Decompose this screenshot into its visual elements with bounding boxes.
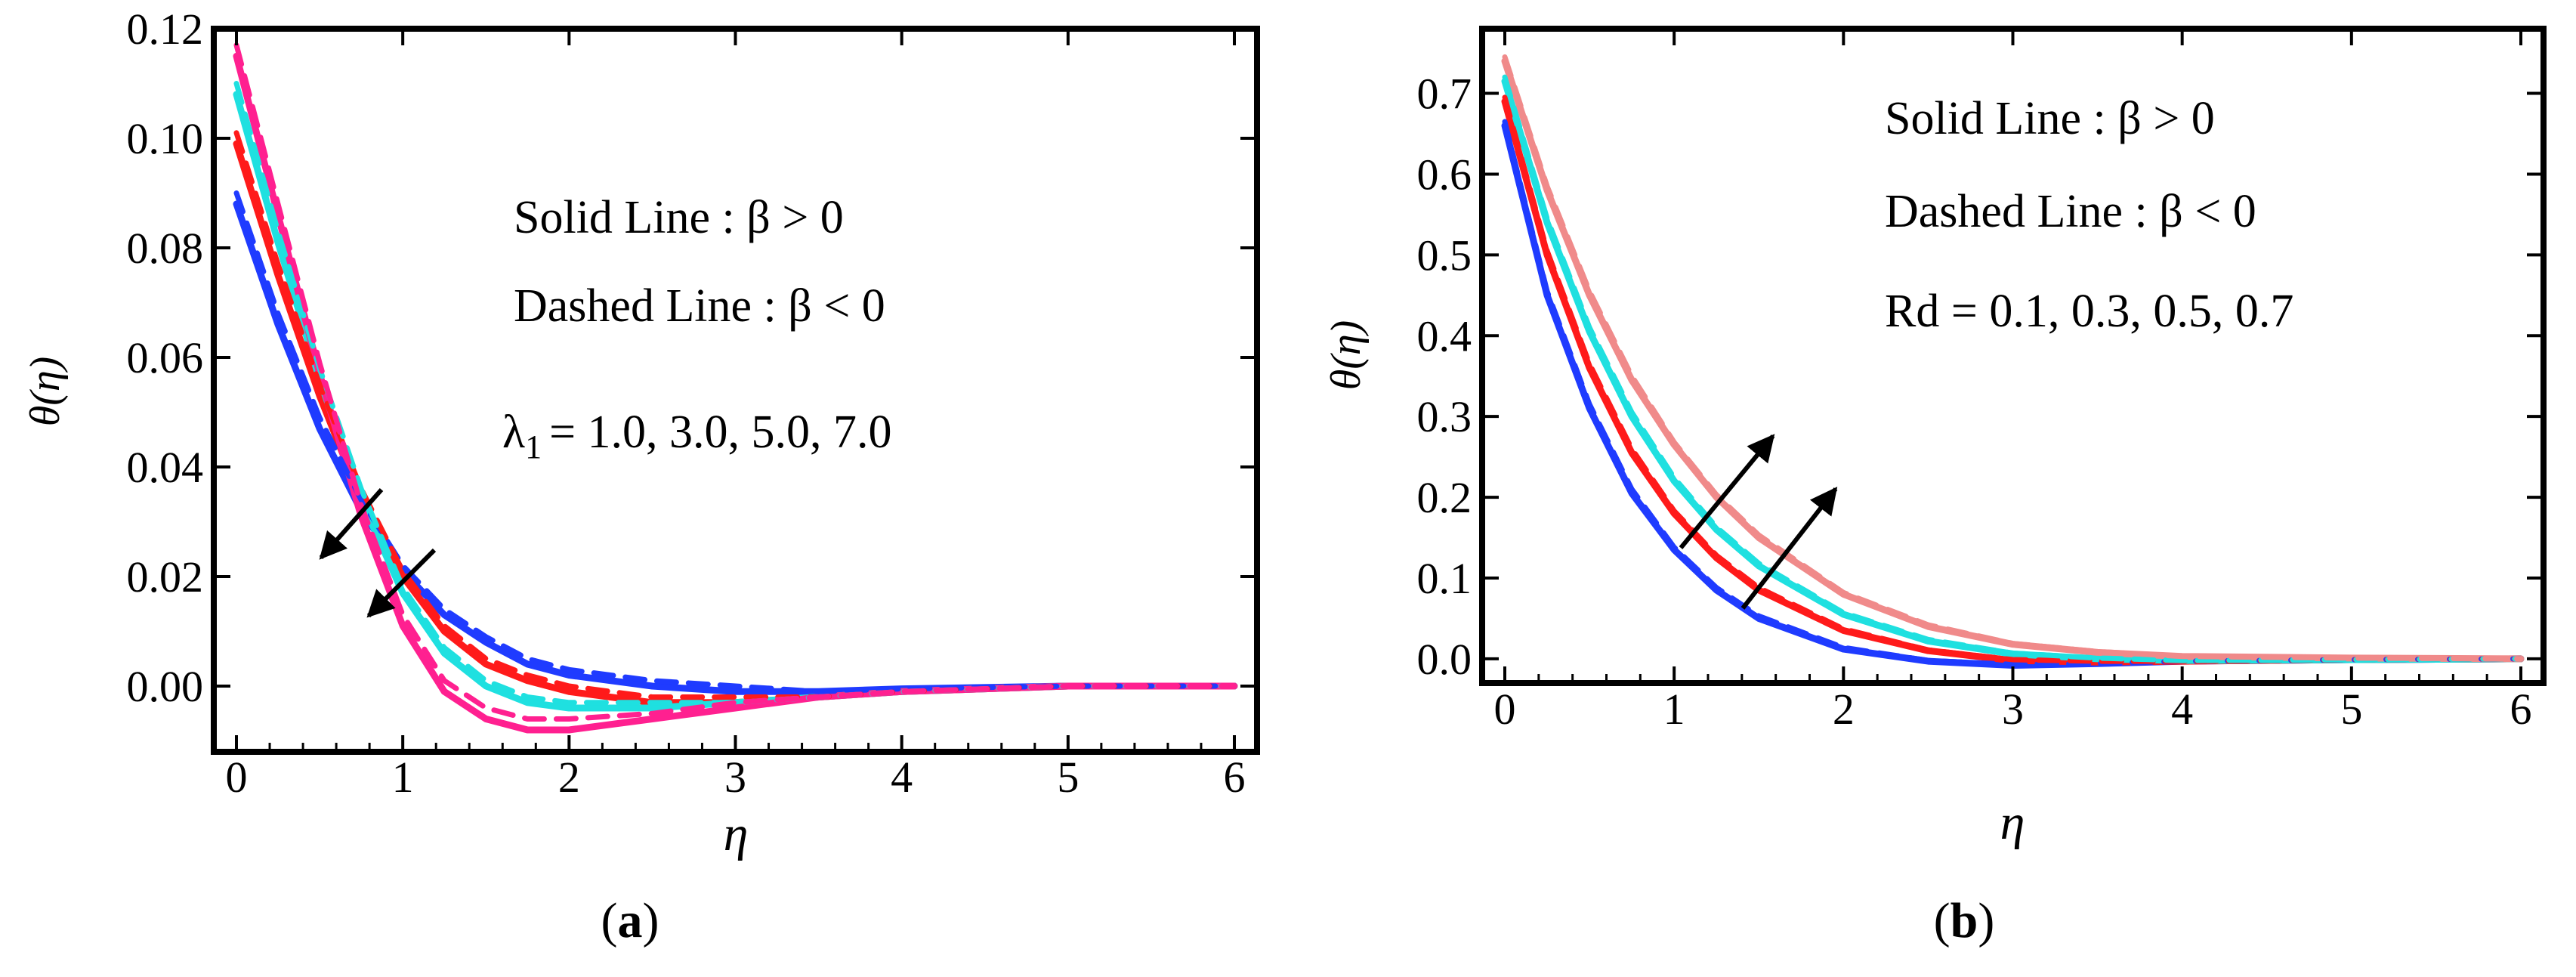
x-axis-label-a: η: [724, 806, 749, 861]
series-line-b-7-dashed: [1502, 74, 2524, 663]
chart-panel-b: 0 1 2 3 4 5 6 0.7 0.6 0.5 0.4 0.3 0.2 0.1 0.0 Solid Li…: [1323, 26, 2547, 948]
x-tick-label-a: 3: [724, 753, 746, 802]
series-line-a-4-solid: [233, 52, 1238, 734]
axis-ticks-a: 0 1 2 3 4 5 6 0.12 0.10 0.08 0.06 0.04 0.02 0.00: [127, 5, 1257, 802]
arrows-a: [319, 488, 437, 618]
y-tick-label-a: 0.06: [127, 333, 204, 382]
x-tick-label-b: 6: [2510, 685, 2532, 734]
y-axis-label-a: θ(η): [22, 357, 69, 427]
param-symbol-a: λ: [502, 407, 525, 458]
legend-dashed-a: Dashed Line : β < 0: [514, 280, 885, 332]
axis-ticks-b: 0 1 2 3 4 5 6 0.7 0.6 0.5 0.4 0.3 0.2 0.1 0.0: [1417, 29, 2544, 734]
x-tick-label-a: 2: [558, 753, 580, 802]
y-tick-label-b: 0.4: [1417, 311, 1472, 360]
x-tick-label-b: 3: [2002, 685, 2024, 734]
x-tick-label-a: 5: [1057, 753, 1079, 802]
y-tick-label-b: 0.0: [1417, 635, 1472, 684]
x-tick-label-b: 4: [2171, 685, 2193, 734]
x-axis-label-b: η: [2000, 795, 2025, 850]
param-subscript-a: 1: [525, 428, 542, 465]
series-line-b-6-dashed: [1502, 94, 2524, 664]
x-tick-label-b: 5: [2340, 685, 2362, 734]
legend-solid-a: Solid Line : β > 0: [514, 192, 844, 243]
series-line-a-3-solid: [233, 91, 1238, 712]
x-tick-label-b: 0: [1494, 685, 1516, 734]
series-lines-a: [233, 42, 1238, 734]
series-line-b-4-solid: [1501, 57, 2525, 663]
x-tick-label-a: 6: [1224, 753, 1246, 802]
y-axis-label-b: θ(η): [1323, 320, 1370, 391]
series-line-a-1-solid: [233, 200, 1238, 695]
legend-dashed-b: Dashed Line : β < 0: [1885, 186, 2256, 237]
param-values-a: = 1.0, 3.0, 5.0, 7.0: [549, 407, 891, 458]
panel-letter-b: b: [1951, 893, 1978, 948]
y-tick-label-a: 0.12: [127, 5, 204, 54]
x-tick-label-b: 1: [1663, 685, 1685, 734]
y-tick-label-b: 0.6: [1417, 150, 1472, 199]
y-tick-label-a: 0.08: [127, 224, 204, 273]
panel-label-b: (b): [1934, 893, 1995, 948]
panel-letter-a: a: [618, 893, 643, 948]
arrow-a-2: [366, 548, 437, 618]
y-tick-label-a: 0.02: [127, 552, 204, 601]
series-line-a-5-dashed: [233, 190, 1237, 694]
arrow-b-2: [1740, 487, 1838, 610]
y-tick-label-b: 0.2: [1417, 473, 1472, 522]
y-tick-label-a: 0.04: [127, 443, 204, 492]
y-tick-label-a: 0.00: [127, 662, 204, 711]
y-tick-label-b: 0.5: [1417, 230, 1472, 280]
x-tick-label-a: 0: [226, 753, 248, 802]
series-line-a-8-dashed: [233, 42, 1237, 722]
x-tick-label-a: 4: [891, 753, 913, 802]
arrow-a-1: [319, 488, 384, 560]
series-lines-b: [1501, 54, 2525, 669]
param-label-a: λ1 = 1.0, 3.0, 5.0, 7.0: [502, 407, 892, 465]
param-line-b: Rd = 0.1, 0.3, 0.5, 0.7: [1885, 286, 2293, 337]
plot-frame-a: [211, 26, 1260, 755]
y-tick-label-a: 0.10: [127, 114, 204, 163]
y-tick-label-b: 0.1: [1417, 554, 1472, 603]
y-tick-label-b: 0.7: [1417, 70, 1472, 119]
legend-solid-b: Solid Line : β > 0: [1885, 93, 2215, 144]
series-line-a-7-dashed: [233, 81, 1237, 706]
arrows-b: [1679, 434, 1838, 610]
x-tick-label-b: 2: [1833, 685, 1855, 734]
series-line-b-8-dashed: [1502, 54, 2524, 662]
chart-panel-a: 0 1 2 3 4 5 6 0.12 0.10 0.08 0.06 0.04 0.02 0.00 Soli…: [22, 5, 1260, 948]
panel-label-a: (a): [601, 893, 659, 948]
series-line-b-3-solid: [1501, 78, 2525, 664]
x-tick-label-a: 1: [392, 753, 414, 802]
y-tick-label-b: 0.3: [1417, 392, 1472, 441]
arrow-b-1: [1679, 434, 1775, 549]
